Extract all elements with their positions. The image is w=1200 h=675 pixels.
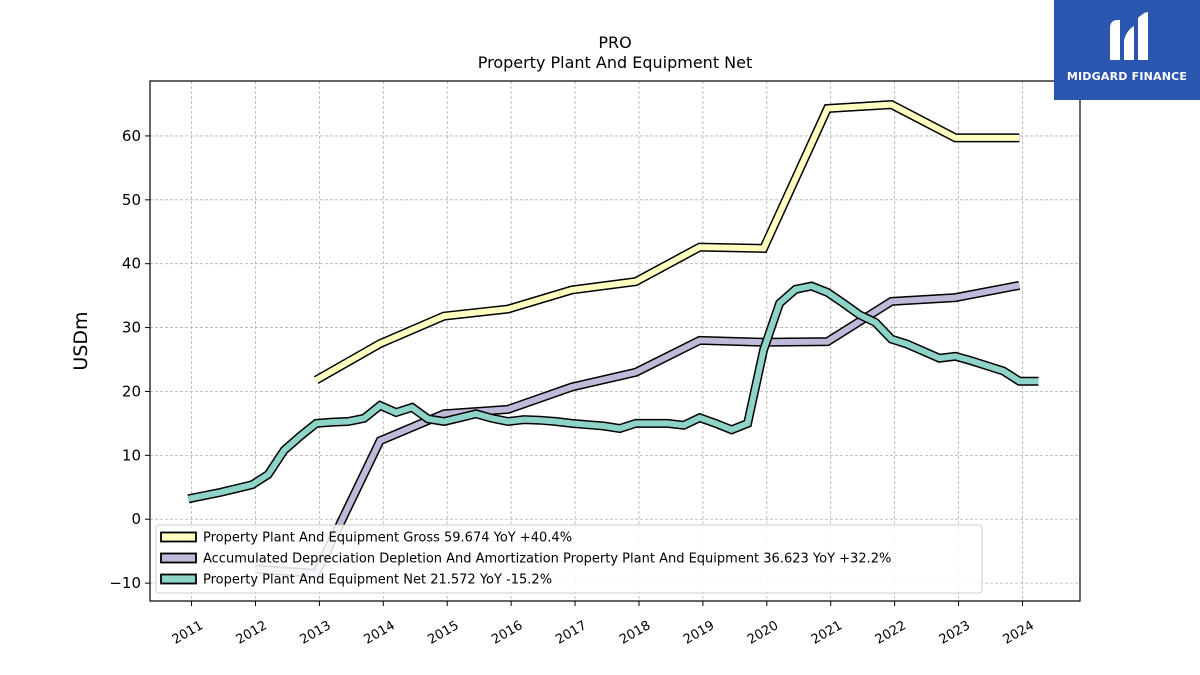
x-tick-label: 2023: [937, 618, 973, 648]
y-axis-label: USDm: [70, 311, 92, 370]
series-0: [313, 100, 1020, 384]
x-tick-label: 2011: [170, 618, 206, 648]
plot-frame: [149, 80, 1081, 602]
legend-entry: Property Plant And Equipment Gross 59.67…: [203, 531, 572, 546]
x-tick-label: 2016: [489, 618, 525, 648]
legend-entry: Accumulated Depreciation Depletion And A…: [203, 552, 891, 567]
series-line-outline: [187, 281, 1039, 504]
x-tick-label: 2022: [873, 618, 909, 648]
legend: Property Plant And Equipment Gross 59.67…: [155, 524, 983, 594]
series-line: [314, 101, 1020, 383]
x-tick-label: 2020: [745, 618, 781, 648]
series-1: [255, 280, 1021, 579]
series-line: [187, 282, 1039, 502]
x-tick-label: 2017: [553, 618, 589, 648]
brand-logo: MIDGARD FINANCE: [1054, 0, 1200, 100]
legend-box: [155, 524, 983, 594]
y-tick-label: 40: [122, 255, 141, 273]
y-tick-label: 0: [131, 510, 141, 528]
x-tick-label: 2024: [1001, 618, 1037, 648]
y-tick-label: −10: [109, 574, 141, 592]
series-layer: [187, 100, 1039, 579]
series-line-outline: [313, 100, 1020, 384]
series-2: [187, 281, 1039, 504]
x-tick-label: 2014: [361, 618, 397, 648]
y-tick-label: 60: [122, 127, 141, 145]
x-tick-label: 2015: [425, 618, 461, 648]
x-tick-label: 2019: [681, 618, 717, 648]
legend-swatch: [160, 573, 197, 585]
legend-swatch: [160, 552, 197, 564]
y-tick-label: 50: [122, 191, 141, 209]
grid: [150, 81, 1080, 601]
legend-entry: Property Plant And Equipment Net 21.572 …: [203, 573, 552, 588]
y-tick-label: 10: [122, 446, 141, 464]
x-tick-label: 2021: [809, 618, 845, 648]
midgard-m-icon: [1110, 12, 1148, 60]
x-tick-label: 2012: [234, 618, 270, 648]
x-tick-label: 2013: [298, 618, 334, 648]
y-tick-label: 20: [122, 382, 141, 400]
chart-title: PRO: [598, 33, 631, 52]
series-line: [255, 282, 1020, 577]
chart-subtitle: Property Plant And Equipment Net: [478, 53, 753, 72]
legend-swatch: [160, 531, 197, 543]
brand-logo-text: MIDGARD FINANCE: [1066, 70, 1188, 83]
y-tick-label: 30: [122, 319, 141, 337]
x-tick-label: 2018: [617, 618, 653, 648]
